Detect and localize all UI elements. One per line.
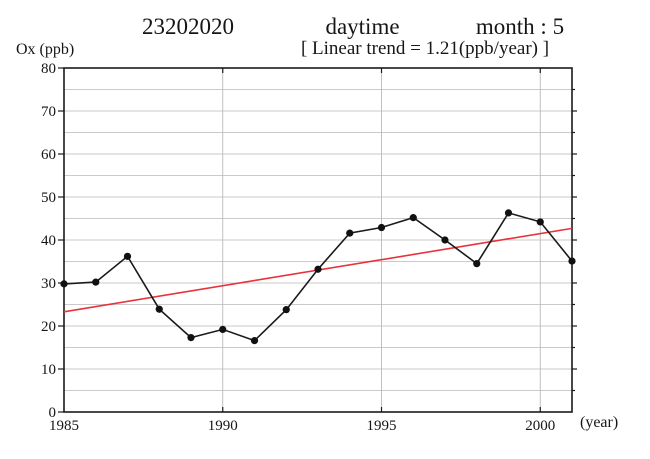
x-tick-labels: 1985 1990 1995 2000 [49,418,555,434]
series-line [63,211,573,342]
y-axis-label: Ox (ppb) [16,41,75,58]
x-tick-label-1990: 1990 [208,418,238,434]
data-point-1995 [377,223,386,232]
x-tick-label-2000: 2000 [525,418,555,434]
data-point-1990 [219,325,227,334]
data-point-1986 [92,278,100,286]
data-point-1993 [314,265,322,273]
y-tick-label-10: 10 [41,362,56,378]
title-month: month : 5 [475,14,565,39]
data-point-1999 [504,209,513,217]
x-axis-label: (year) [580,414,619,431]
x-tick-label-1985: 1985 [49,418,79,434]
y-tick-label-0: 0 [49,405,57,421]
plot-border [63,67,573,413]
data-point-1994 [346,229,354,237]
vertical-gridlines [222,68,541,412]
tick-marks [58,67,577,413]
title-period: daytime [325,14,400,39]
data-point-1987 [123,252,132,260]
y-tick-label-20: 20 [41,319,56,335]
y-tick-labels: 0 10 20 30 40 50 60 70 80 [41,61,56,421]
data-point-1989 [187,334,195,342]
horizontal-gridlines [64,89,572,391]
data-point-1996 [409,214,417,222]
y-tick-label-50: 50 [41,190,56,206]
title-station-id: 23202020 [142,14,234,39]
y-tick-label-40: 40 [41,233,56,249]
data-point-1985 [60,280,68,288]
y-tick-label-60: 60 [41,147,56,163]
data-point-1988 [155,305,163,313]
y-tick-label-30: 30 [41,276,56,292]
y-tick-label-70: 70 [41,104,56,120]
data-point-1991 [250,337,259,345]
linear-trend-label: [ Linear trend = 1.21(ppb/year) ] [300,38,550,59]
series-markers [60,209,576,345]
data-point-1997 [441,236,449,244]
data-point-2000 [536,218,544,226]
data-point-2001 [568,257,576,265]
x-tick-label-1995: 1995 [367,418,397,434]
data-point-1992 [282,306,290,314]
y-tick-label-80: 80 [41,61,56,77]
data-point-1998 [473,260,481,268]
